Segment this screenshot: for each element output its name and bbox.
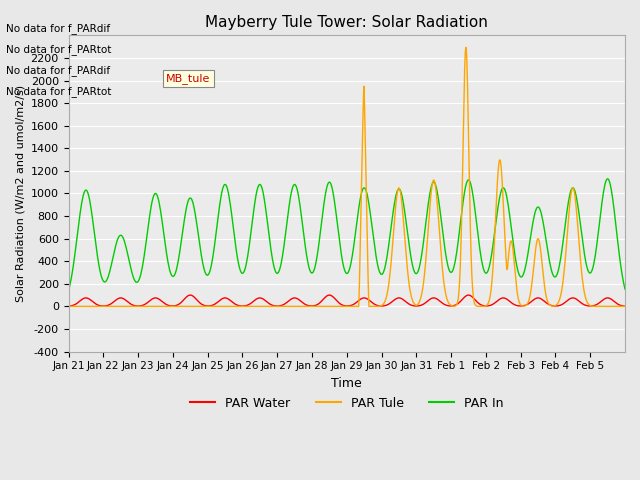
Y-axis label: Solar Radiation (W/m2 and umol/m2/s): Solar Radiation (W/m2 and umol/m2/s) bbox=[15, 85, 25, 302]
PAR Water bbox=[187, 292, 195, 298]
PAR Tule bbox=[260, 303, 268, 309]
PAR Tule bbox=[462, 45, 470, 50]
Line: PAR Water: PAR Water bbox=[68, 295, 625, 306]
Text: No data for f_PARtot: No data for f_PARtot bbox=[6, 44, 112, 55]
PAR In bbox=[404, 234, 412, 240]
Legend: PAR Water, PAR Tule, PAR In: PAR Water, PAR Tule, PAR In bbox=[186, 392, 508, 415]
PAR In bbox=[65, 288, 72, 293]
PAR Tule bbox=[435, 227, 443, 232]
PAR Tule bbox=[404, 273, 412, 278]
PAR Water bbox=[233, 302, 241, 308]
Title: Mayberry Tule Tower: Solar Radiation: Mayberry Tule Tower: Solar Radiation bbox=[205, 15, 488, 30]
Text: No data for f_PARdif: No data for f_PARdif bbox=[6, 65, 111, 76]
PAR In bbox=[281, 238, 289, 243]
PAR In bbox=[232, 246, 240, 252]
PAR Tule bbox=[281, 303, 289, 309]
PAR Water bbox=[260, 297, 268, 303]
Line: PAR In: PAR In bbox=[68, 179, 625, 290]
PAR In bbox=[604, 176, 611, 181]
PAR In bbox=[260, 193, 268, 199]
X-axis label: Time: Time bbox=[332, 377, 362, 390]
Text: No data for f_PARdif: No data for f_PARdif bbox=[6, 23, 111, 34]
Line: PAR Tule: PAR Tule bbox=[68, 48, 625, 306]
PAR Water bbox=[621, 303, 629, 309]
PAR Tule bbox=[65, 303, 72, 309]
PAR In bbox=[130, 276, 138, 281]
PAR In bbox=[621, 286, 629, 292]
Text: No data for f_PARtot: No data for f_PARtot bbox=[6, 86, 112, 97]
PAR Water bbox=[436, 299, 444, 304]
PAR In bbox=[435, 202, 443, 207]
PAR Water bbox=[65, 303, 72, 309]
PAR Water bbox=[405, 301, 413, 307]
PAR Tule bbox=[232, 303, 240, 309]
PAR Tule bbox=[130, 303, 138, 309]
PAR Water bbox=[130, 302, 138, 308]
PAR Water bbox=[282, 300, 289, 306]
Text: MB_tule: MB_tule bbox=[166, 73, 211, 84]
PAR Tule bbox=[621, 303, 629, 309]
